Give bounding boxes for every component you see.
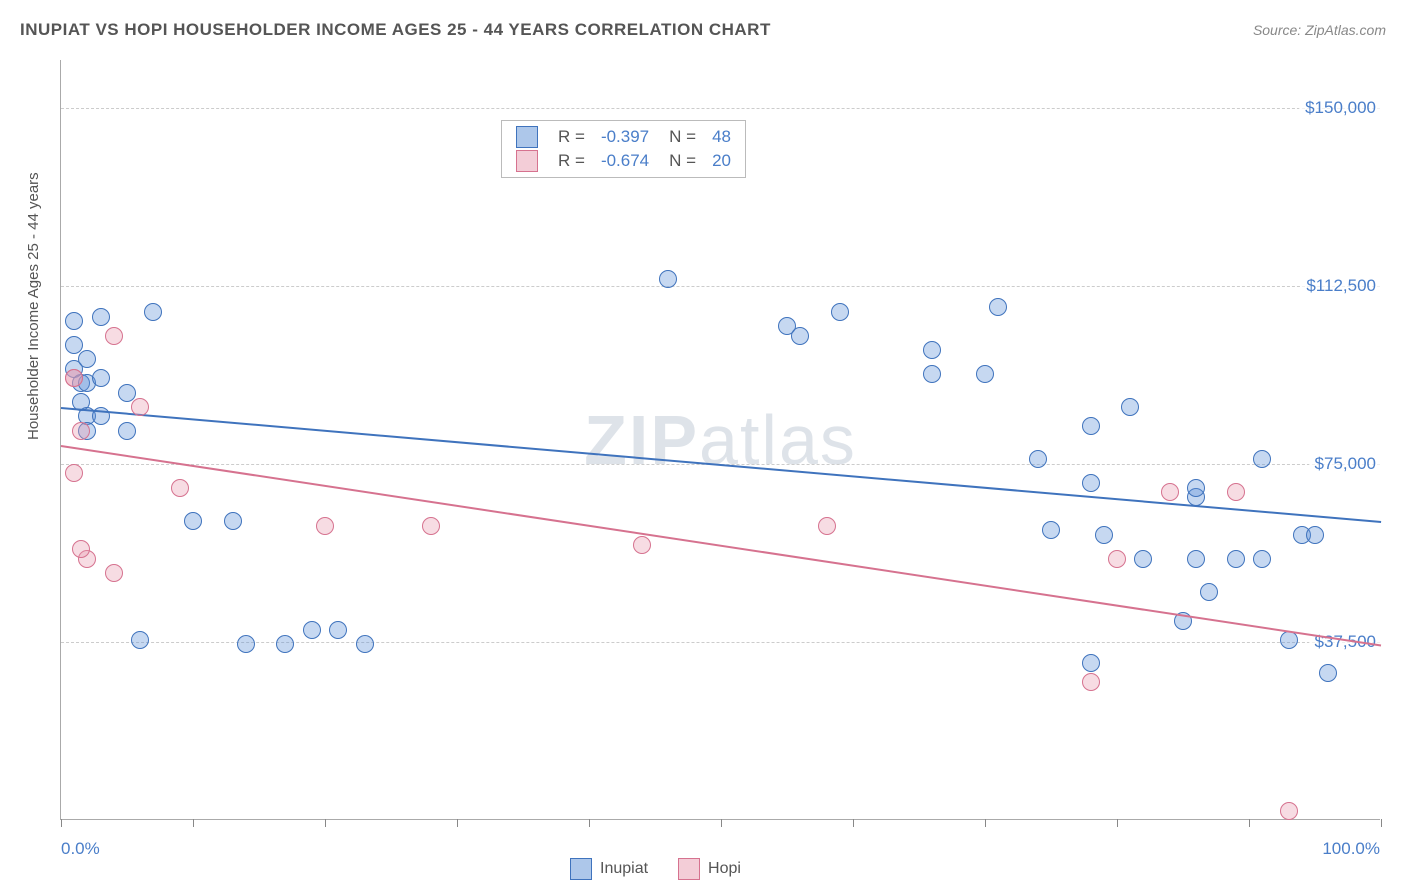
- x-min-label: 0.0%: [61, 839, 100, 859]
- data-point: [422, 517, 440, 535]
- hopi-swatch: [678, 858, 700, 880]
- x-tick: [1117, 819, 1118, 827]
- gridline: [61, 108, 1380, 109]
- inupiat-r-value: -0.397: [601, 127, 649, 147]
- data-point: [923, 341, 941, 359]
- x-tick: [457, 819, 458, 827]
- data-point: [1187, 479, 1205, 497]
- data-point: [1082, 417, 1100, 435]
- inupiat-swatch: [516, 126, 538, 148]
- data-point: [1161, 483, 1179, 501]
- data-point: [1200, 583, 1218, 601]
- data-point: [1227, 550, 1245, 568]
- data-point: [818, 517, 836, 535]
- x-tick: [985, 819, 986, 827]
- data-point: [65, 336, 83, 354]
- data-point: [118, 422, 136, 440]
- hopi-n-value: 20: [712, 151, 731, 171]
- data-point: [276, 635, 294, 653]
- data-point: [65, 312, 83, 330]
- data-point: [131, 398, 149, 416]
- data-point: [1187, 550, 1205, 568]
- y-tick-label: $75,000: [1309, 452, 1382, 476]
- legend-label: Hopi: [708, 860, 741, 878]
- data-point: [1029, 450, 1047, 468]
- x-tick: [589, 819, 590, 827]
- data-point: [1253, 450, 1271, 468]
- x-max-label: 100.0%: [1322, 839, 1380, 859]
- trend-line: [61, 445, 1381, 646]
- data-point: [1082, 673, 1100, 691]
- y-tick-label: $112,500: [1300, 274, 1382, 298]
- data-point: [1082, 474, 1100, 492]
- stats-legend: R =-0.397 N =48 R =-0.674 N =20: [501, 120, 746, 178]
- data-point: [131, 631, 149, 649]
- stats-legend-row: R =-0.397 N =48: [502, 125, 745, 149]
- data-point: [237, 635, 255, 653]
- data-point: [1253, 550, 1271, 568]
- series-legend: Inupiat Hopi: [570, 858, 741, 880]
- x-tick: [325, 819, 326, 827]
- data-point: [633, 536, 651, 554]
- legend-item-hopi: Hopi: [678, 858, 741, 880]
- data-point: [1319, 664, 1337, 682]
- data-point: [1082, 654, 1100, 672]
- inupiat-n-value: 48: [712, 127, 731, 147]
- data-point: [1108, 550, 1126, 568]
- stats-legend-row: R =-0.674 N =20: [502, 149, 745, 173]
- data-point: [118, 384, 136, 402]
- x-tick: [1249, 819, 1250, 827]
- data-point: [78, 350, 96, 368]
- x-tick: [853, 819, 854, 827]
- data-point: [1280, 802, 1298, 820]
- data-point: [144, 303, 162, 321]
- data-point: [1121, 398, 1139, 416]
- data-point: [831, 303, 849, 321]
- data-point: [1095, 526, 1113, 544]
- plot-area: ZIPatlas R =-0.397 N =48 R =-0.674 N =20…: [60, 60, 1380, 820]
- data-point: [1134, 550, 1152, 568]
- data-point: [65, 464, 83, 482]
- data-point: [92, 369, 110, 387]
- data-point: [329, 621, 347, 639]
- data-point: [184, 512, 202, 530]
- y-axis-label: Householder Income Ages 25 - 44 years: [25, 172, 42, 440]
- y-tick-label: $37,500: [1309, 630, 1382, 654]
- data-point: [791, 327, 809, 345]
- data-point: [356, 635, 374, 653]
- data-point: [316, 517, 334, 535]
- data-point: [923, 365, 941, 383]
- data-point: [1042, 521, 1060, 539]
- hopi-r-value: -0.674: [601, 151, 649, 171]
- data-point: [1227, 483, 1245, 501]
- data-point: [1306, 526, 1324, 544]
- data-point: [65, 369, 83, 387]
- x-tick: [61, 819, 62, 827]
- legend-item-inupiat: Inupiat: [570, 858, 648, 880]
- data-point: [224, 512, 242, 530]
- data-point: [72, 422, 90, 440]
- watermark: ZIPatlas: [584, 400, 857, 480]
- data-point: [92, 308, 110, 326]
- data-point: [303, 621, 321, 639]
- inupiat-swatch: [570, 858, 592, 880]
- data-point: [976, 365, 994, 383]
- x-tick: [193, 819, 194, 827]
- data-point: [105, 327, 123, 345]
- data-point: [105, 564, 123, 582]
- hopi-swatch: [516, 150, 538, 172]
- chart-title: INUPIAT VS HOPI HOUSEHOLDER INCOME AGES …: [20, 20, 771, 40]
- gridline: [61, 286, 1380, 287]
- data-point: [171, 479, 189, 497]
- data-point: [659, 270, 677, 288]
- x-tick: [1381, 819, 1382, 827]
- data-point: [989, 298, 1007, 316]
- data-point: [72, 540, 90, 558]
- legend-label: Inupiat: [600, 860, 648, 878]
- gridline: [61, 642, 1380, 643]
- source-label: Source: ZipAtlas.com: [1253, 22, 1386, 38]
- y-tick-label: $150,000: [1299, 96, 1382, 120]
- x-tick: [721, 819, 722, 827]
